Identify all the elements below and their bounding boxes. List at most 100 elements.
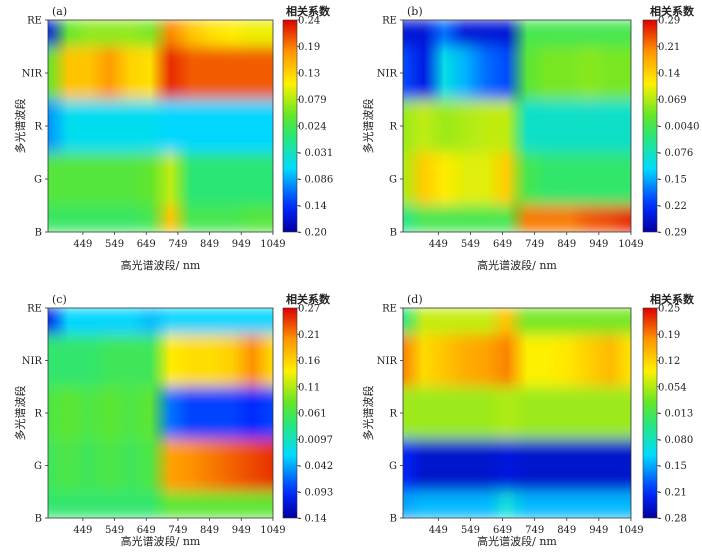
heatmap-surface bbox=[403, 308, 631, 518]
heatmap-band-g bbox=[403, 152, 631, 206]
colorbar-tick-label: - 0.21 bbox=[658, 487, 687, 498]
x-axis-label: 高光谱波段/ nm bbox=[121, 258, 201, 272]
colorbar-tick-label: 0.21 bbox=[658, 42, 680, 53]
y-tick-label: NIR bbox=[22, 356, 43, 367]
panel-label: (b) bbox=[407, 5, 423, 18]
colorbar-tick-label: 0.061 bbox=[298, 409, 327, 420]
y-tick-label: RE bbox=[382, 304, 397, 315]
x-tick-label: 849 bbox=[200, 525, 219, 536]
colorbar-tick-label: 0.0097 bbox=[298, 435, 333, 446]
x-tick-label: 949 bbox=[232, 239, 251, 250]
heatmap-band-nir bbox=[403, 46, 631, 100]
y-tick-label: NIR bbox=[22, 69, 43, 80]
y-tick-label: R bbox=[34, 409, 42, 420]
heatmap-band-re bbox=[403, 308, 631, 335]
heatmap-band-g bbox=[48, 439, 273, 492]
colorbar-tick-label: - 0.086 bbox=[298, 175, 333, 186]
colorbar-tick-label: 0.11 bbox=[298, 382, 320, 393]
heatmap-band-g bbox=[48, 152, 273, 206]
colorbar-tick-label: - 0.29 bbox=[658, 228, 687, 239]
x-axis-label: 高光谱波段/ nm bbox=[121, 534, 201, 548]
y-tick-label: NIR bbox=[377, 69, 398, 80]
y-tick-label: B bbox=[35, 228, 42, 239]
x-tick-label: 749 bbox=[525, 239, 544, 250]
y-tick-label: RE bbox=[27, 16, 42, 27]
x-tick-label: 749 bbox=[168, 525, 187, 536]
colorbar-tick-label: 0.16 bbox=[298, 356, 320, 367]
x-tick-label: 449 bbox=[73, 525, 92, 536]
colorbar-tick-label: 0.24 bbox=[298, 16, 320, 27]
colorbar-tick-label: 0.29 bbox=[658, 16, 680, 27]
y-tick-label: B bbox=[390, 228, 397, 239]
heatmap-band-re bbox=[48, 20, 273, 47]
colorbar-tick-label: - 0.28 bbox=[658, 514, 687, 525]
x-tick-label: 649 bbox=[137, 525, 156, 536]
x-tick-label: 849 bbox=[557, 239, 576, 250]
heatmap-surface bbox=[403, 20, 631, 232]
colorbar-tick-label: - 0.15 bbox=[658, 175, 687, 186]
colorbar-tick-label: 0.069 bbox=[658, 95, 687, 106]
colorbar-tick-label: - 0.080 bbox=[658, 435, 693, 446]
heatmap-band-r bbox=[403, 386, 631, 440]
y-tick-label: B bbox=[35, 514, 42, 525]
colorbar bbox=[282, 307, 298, 519]
x-tick-label: 849 bbox=[557, 525, 576, 536]
heatmap-band-b bbox=[403, 491, 631, 518]
colorbar-tick-label: 0.25 bbox=[658, 304, 680, 315]
panel-a: (a) RE NIR R G B 449 549 649 749 849 949 1049 高光谱波段/ … bbox=[13, 4, 333, 272]
colorbar-tick-label: - 0.20 bbox=[298, 228, 327, 239]
colorbar-tick-label: 0.21 bbox=[298, 330, 320, 341]
x-tick-label: 449 bbox=[73, 239, 92, 250]
colorbar bbox=[642, 19, 658, 233]
colorbar-tick-label: 0.054 bbox=[658, 382, 687, 393]
y-axis-label: 多光谱波段 bbox=[13, 386, 27, 441]
y-tick-label: NIR bbox=[377, 356, 398, 367]
x-tick-label: 949 bbox=[232, 525, 251, 536]
colorbar-tick-label: 0.14 bbox=[658, 69, 680, 80]
y-tick-label: RE bbox=[27, 304, 42, 315]
colorbar bbox=[282, 19, 298, 233]
colorbar-tick-label: - 0.031 bbox=[298, 148, 333, 159]
x-tick-label: 449 bbox=[429, 239, 448, 250]
colorbar-tick-label: - 0.076 bbox=[658, 148, 693, 159]
colorbar-title: 相关系数 bbox=[286, 4, 331, 18]
colorbar-tick-label: - 0.0040 bbox=[658, 122, 700, 133]
panel-label: (a) bbox=[52, 5, 67, 18]
panel-label: (d) bbox=[407, 293, 423, 306]
x-tick-label: 549 bbox=[461, 239, 480, 250]
heatmap-band-re bbox=[403, 20, 631, 47]
x-tick-label: 949 bbox=[589, 239, 608, 250]
x-tick-label: 649 bbox=[493, 525, 512, 536]
colorbar-title: 相关系数 bbox=[286, 292, 331, 306]
heatmap-band-r bbox=[403, 99, 631, 153]
x-tick-label: 549 bbox=[105, 239, 124, 250]
y-tick-label: B bbox=[390, 514, 397, 525]
x-tick-label: 1049 bbox=[618, 239, 643, 250]
y-tick-label: R bbox=[389, 122, 397, 133]
y-tick-label: G bbox=[34, 461, 42, 472]
colorbar-tick-label: - 0.14 bbox=[298, 201, 327, 212]
panel-d: (d) RE NIR R G B 449 549 649 749 849 949 1049 高光谱波段/ … bbox=[361, 292, 695, 548]
heatmap-band-nir bbox=[48, 334, 273, 387]
colorbar-tick-label: 0.19 bbox=[298, 42, 320, 53]
x-tick-label: 749 bbox=[168, 239, 187, 250]
colorbar-tick-label: - 0.042 bbox=[298, 461, 333, 472]
x-tick-label: 449 bbox=[429, 525, 448, 536]
colorbar bbox=[642, 307, 658, 519]
heatmap-band-r bbox=[48, 386, 273, 440]
heatmap-band-nir bbox=[403, 334, 631, 387]
colorbar-tick-label: 0.12 bbox=[658, 356, 680, 367]
x-tick-label: 749 bbox=[525, 525, 544, 536]
colorbar-title: 相关系数 bbox=[650, 292, 695, 306]
heatmap-band-re bbox=[48, 308, 273, 335]
panel-c: (c) RE NIR R G B 449 549 649 749 849 949 1049 高光谱波段/ … bbox=[13, 292, 333, 548]
y-tick-label: R bbox=[34, 122, 42, 133]
heatmap-band-g bbox=[403, 439, 631, 492]
heatmap-surface bbox=[48, 20, 273, 232]
colorbar-tick-label: 0.19 bbox=[658, 330, 680, 341]
y-axis-label: 多光谱波段 bbox=[361, 386, 375, 441]
y-tick-label: G bbox=[34, 175, 42, 186]
heatmap-surface bbox=[48, 308, 273, 518]
x-axis-label: 高光谱波段/ nm bbox=[477, 258, 557, 272]
